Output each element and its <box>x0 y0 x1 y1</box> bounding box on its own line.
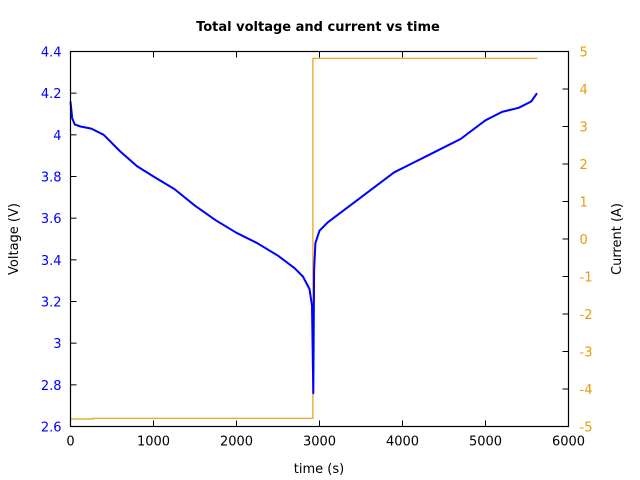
x-axis-label: time (s) <box>294 462 344 477</box>
y-tick-label: 4.4 <box>41 46 62 61</box>
y2-tick-label: 4 <box>580 83 588 98</box>
y-tick-label: 2.8 <box>41 379 62 394</box>
y-tick-label: 4.2 <box>41 87 62 102</box>
voltage-line <box>69 92 538 395</box>
y2-tick-label: -2 <box>580 308 593 323</box>
y2-tick-label: 3 <box>580 121 588 136</box>
y2-tick-label: -5 <box>580 421 593 436</box>
plot-area <box>69 57 538 420</box>
y2-tick-label: 2 <box>580 158 588 173</box>
y-tick-label: 3.8 <box>41 171 62 186</box>
x-tick-label: 5000 <box>469 435 502 450</box>
chart-title: Total voltage and current vs time <box>196 20 440 35</box>
y2-tick-label: -3 <box>580 346 593 361</box>
x-tick-label: 3000 <box>303 435 336 450</box>
x-tick-label: 4000 <box>386 435 419 450</box>
x-axis-ticks: 0 1000 2000 3000 4000 5000 6000 <box>66 51 585 450</box>
y-axis-right-label: Current (A) <box>610 203 625 275</box>
y2-tick-label: 5 <box>580 46 588 61</box>
x-tick-label: 2000 <box>220 435 253 450</box>
y-axis-left-ticks: 2.6 2.8 3 3.2 3.4 3.6 3.8 4 4.2 4.4 <box>41 46 77 436</box>
current-line <box>70 57 538 420</box>
y-tick-label: 4 <box>53 129 61 144</box>
y2-tick-label: 0 <box>580 233 588 248</box>
x-tick-label: 0 <box>66 435 74 450</box>
y-tick-label: 3.2 <box>41 296 62 311</box>
x-tick-label: 6000 <box>552 435 585 450</box>
y-tick-label: 3 <box>53 337 61 352</box>
y2-tick-label: -4 <box>580 383 593 398</box>
plot-frame <box>69 50 570 428</box>
y-axis-right-ticks: -5 -4 -3 -2 -1 0 1 2 3 4 5 <box>562 46 593 436</box>
y2-tick-label: 1 <box>580 196 588 211</box>
y-axis-left-label: Voltage (V) <box>7 203 22 275</box>
y-tick-label: 3.4 <box>41 254 62 269</box>
y-tick-label: 3.6 <box>41 212 62 227</box>
y2-tick-label: -1 <box>580 271 593 286</box>
y-tick-label: 2.6 <box>41 421 62 436</box>
x-tick-label: 1000 <box>137 435 170 450</box>
